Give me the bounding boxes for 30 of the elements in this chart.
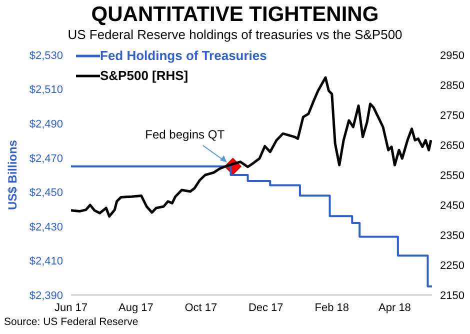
y2-tick-label: 2550 (440, 170, 464, 182)
y2-tick-label: 2450 (440, 200, 464, 212)
x-tick-label: Apr 18 (378, 302, 411, 314)
annotation: Fed begins QT (145, 127, 226, 142)
y-axis-title: US$ Billions (5, 140, 20, 210)
y-tick-label: $2,390 (29, 290, 63, 302)
y2-tick-label: 2650 (440, 140, 464, 152)
y2-tick-label: 2250 (440, 260, 464, 272)
x-tick-label: Feb 18 (314, 302, 350, 314)
x-tick-label: Jun 17 (54, 302, 88, 314)
x-tick-label: Dec 17 (248, 302, 284, 314)
y-tick-label: $2,530 (29, 50, 63, 62)
y-tick-label: $2,470 (29, 152, 63, 165)
legend-label: Fed Holdings of Treasuries (100, 47, 267, 65)
y2-tick-label: 2950 (440, 50, 464, 62)
y-tick-label: $2,510 (29, 84, 63, 96)
x-tick-label: Aug 17 (118, 302, 154, 314)
y-tick-label: $2,410 (29, 256, 63, 268)
y2-tick-label: 2850 (440, 80, 464, 92)
legend-label: S&P500 [RHS] (100, 67, 188, 85)
x-tick-label: Oct 17 (184, 302, 218, 314)
source-note: Source: US Federal Reserve (4, 316, 138, 328)
chart-title: QUANTITATIVE TIGHTENING (90, 3, 380, 27)
y-tick-label: $2,450 (29, 187, 63, 200)
y2-tick-label: 2150 (440, 290, 464, 302)
chart-subtitle: US Federal Reserve holdings of treasuries vs the S&P500 (66, 27, 404, 43)
y2-tick-label: 2350 (440, 230, 464, 242)
y2-tick-label: 2750 (440, 110, 464, 122)
y-tick-label: $2,490 (29, 118, 63, 130)
y-tick-label: $2,430 (29, 221, 63, 234)
